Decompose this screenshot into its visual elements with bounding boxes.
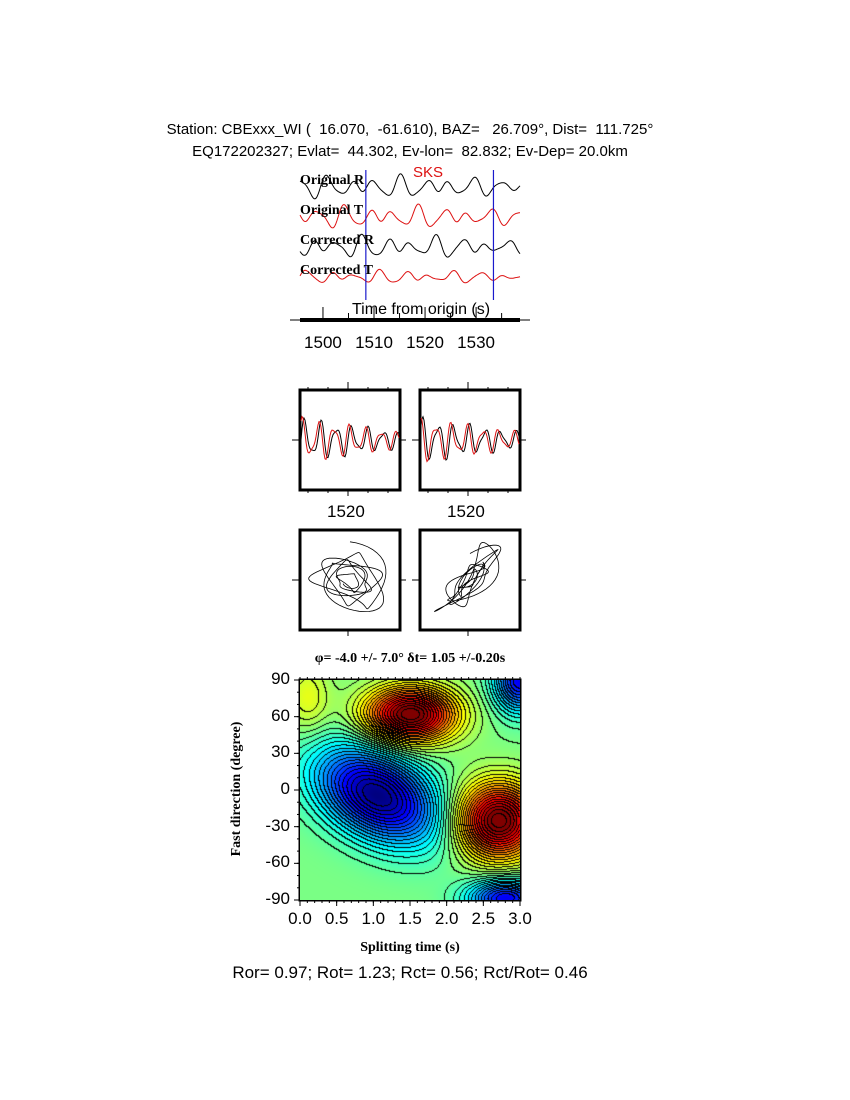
- waveform-overlay: [300, 415, 400, 461]
- y-tick-label: -90: [265, 889, 290, 908]
- y-axis-label: Fast direction (degree): [229, 721, 244, 857]
- x-tick-label: 1.5: [398, 909, 422, 928]
- y-tick-label: -30: [265, 815, 290, 835]
- time-axis-label: Time from origin (s): [352, 301, 491, 318]
- waveform-overlay: [420, 417, 520, 463]
- x-tick-label: 0.0: [288, 909, 312, 928]
- tick-label: 1520: [327, 502, 365, 521]
- x-tick-label: 3.0: [508, 909, 532, 928]
- splitting-energy-map: [300, 680, 520, 900]
- phase-label: SKS: [413, 164, 444, 181]
- time-tick-label: 1520: [406, 333, 444, 352]
- header-station: Station: CBExxx_WI ( 16.070, -61.610), B…: [166, 121, 654, 138]
- seismogram-trace: [299, 203, 520, 229]
- trace-label: Original R: [300, 173, 365, 188]
- tick-label: 1520: [447, 502, 485, 521]
- seismogram-trace: [299, 268, 521, 284]
- footer-ratios: Ror= 0.97; Rot= 1.23; Rct= 0.56; Rct/Rot…: [232, 963, 588, 982]
- x-tick-label: 2.5: [471, 909, 496, 928]
- y-tick-label: 90: [271, 669, 290, 688]
- header-event: EQ172202327; Evlat= 44.302, Ev-lon= 82.8…: [192, 143, 628, 160]
- trace-label: Corrected T: [300, 263, 373, 278]
- time-tick-label: 1500: [304, 333, 342, 352]
- trace-label: Corrected R: [300, 233, 374, 248]
- x-tick-label: 0.5: [324, 909, 349, 928]
- time-tick-label: 1510: [355, 333, 393, 352]
- particle-motion-path: [308, 541, 387, 613]
- seismogram-trace: [299, 173, 521, 200]
- waveform-overlay: [420, 415, 520, 462]
- x-tick-label: 2.0: [434, 909, 459, 928]
- y-tick-label: 30: [271, 742, 290, 762]
- x-axis-label: Splitting time (s): [360, 940, 460, 955]
- x-tick-label: 1.0: [361, 909, 386, 928]
- seismogram-trace: [299, 233, 521, 258]
- y-tick-label: 60: [271, 705, 290, 725]
- time-tick-label: 1530: [457, 333, 495, 352]
- trace-label: Original T: [300, 203, 364, 218]
- splitting-result-title: φ= -4.0 +/- 7.0° δt= 1.05 +/-0.20s: [314, 651, 506, 666]
- y-tick-label: 0: [280, 779, 290, 798]
- y-tick-label: -60: [265, 852, 290, 872]
- particle-motion-path: [433, 541, 502, 613]
